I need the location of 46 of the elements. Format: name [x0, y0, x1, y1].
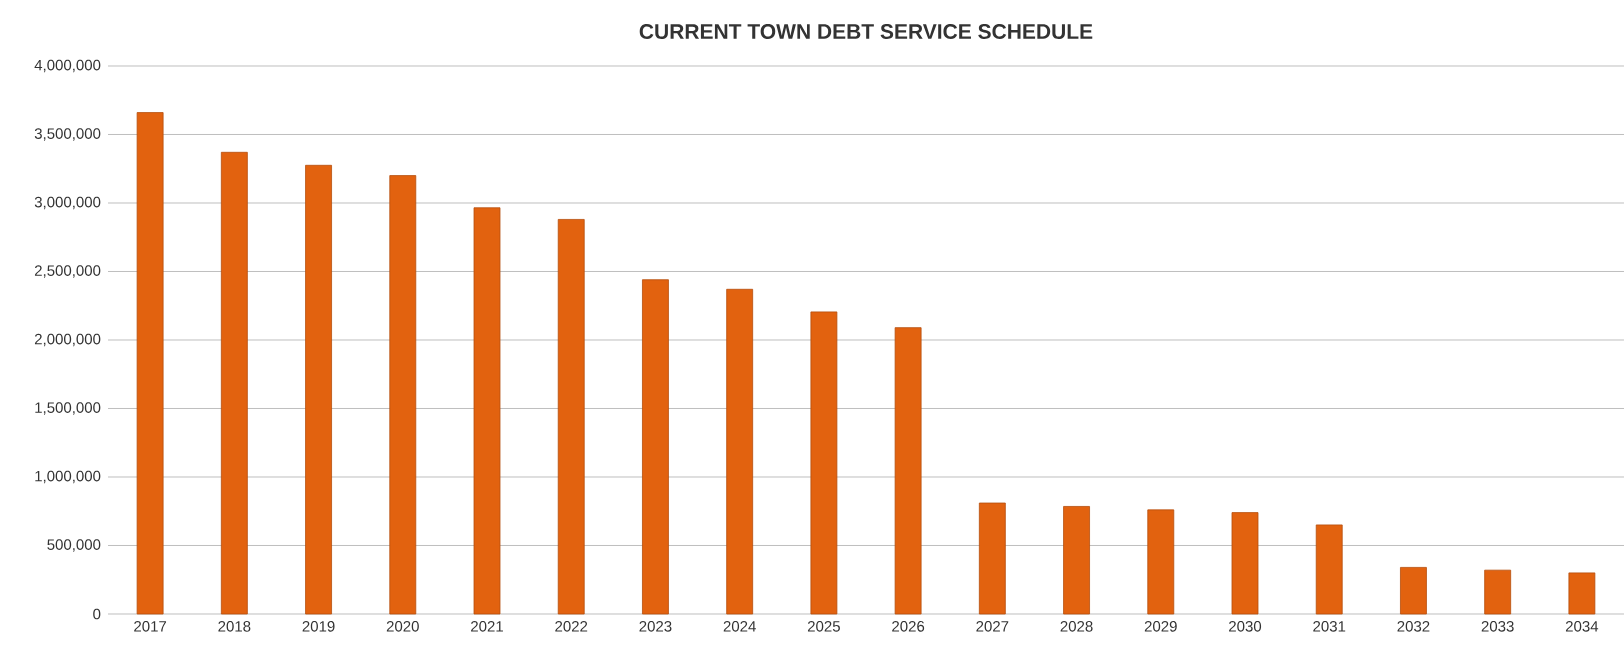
x-tick-label: 2034: [1565, 621, 1599, 632]
y-tick-label: 500,000: [47, 539, 101, 552]
x-tick-label: 2020: [386, 621, 419, 632]
x-tick-label: 2022: [555, 621, 588, 632]
bar: [136, 112, 164, 615]
x-tick-label: 2033: [1481, 621, 1514, 632]
bar: [1063, 506, 1090, 615]
y-tick-label: 1,500,000: [35, 402, 101, 415]
bar: [978, 502, 1006, 615]
bar: [220, 151, 248, 615]
bar: [1400, 567, 1427, 615]
x-tick-label: 2027: [976, 621, 1009, 632]
bar: [810, 311, 838, 615]
y-tick-label: 2,000,000: [34, 333, 101, 347]
x-tick-label: 2025: [807, 621, 840, 632]
x-tick-label: 2024: [723, 621, 756, 632]
x-tick-label: 2029: [1144, 621, 1177, 632]
x-tick-label: 2026: [892, 621, 925, 632]
bar: [389, 175, 417, 615]
bar: [642, 279, 669, 615]
chart-title: CURRENT TOWN DEBT SERVICE SCHEDULE: [639, 24, 1093, 39]
y-tick-label: 4,000,000: [34, 59, 101, 73]
y-tick-label: 2,500,000: [34, 265, 101, 278]
bar: [726, 288, 754, 615]
bar: [305, 164, 332, 615]
x-tick-label: 2030: [1229, 621, 1262, 632]
x-tick-label: 2028: [1060, 621, 1093, 632]
x-tick-label: 2017: [134, 621, 167, 632]
x-tick-label: 2032: [1397, 621, 1430, 632]
bar: [1568, 572, 1596, 615]
bar: [473, 207, 501, 615]
bar: [894, 327, 922, 615]
x-tick-label: 2021: [471, 621, 503, 632]
x-tick-label: 2019: [302, 621, 335, 632]
x-tick-label: 2023: [639, 621, 672, 632]
bar: [557, 219, 585, 615]
x-tick-label: 2031: [1313, 621, 1346, 632]
y-tick-label: 1,000,000: [35, 470, 101, 484]
y-tick-label: 3,500,000: [34, 128, 101, 141]
bar: [1147, 509, 1175, 615]
bar: [1315, 524, 1343, 615]
y-tick-label: 3,000,000: [34, 196, 101, 210]
bar: [1231, 512, 1259, 615]
x-tick-label: 2018: [218, 621, 251, 632]
bar: [1484, 569, 1512, 615]
y-tick-label: 0: [93, 608, 101, 620]
